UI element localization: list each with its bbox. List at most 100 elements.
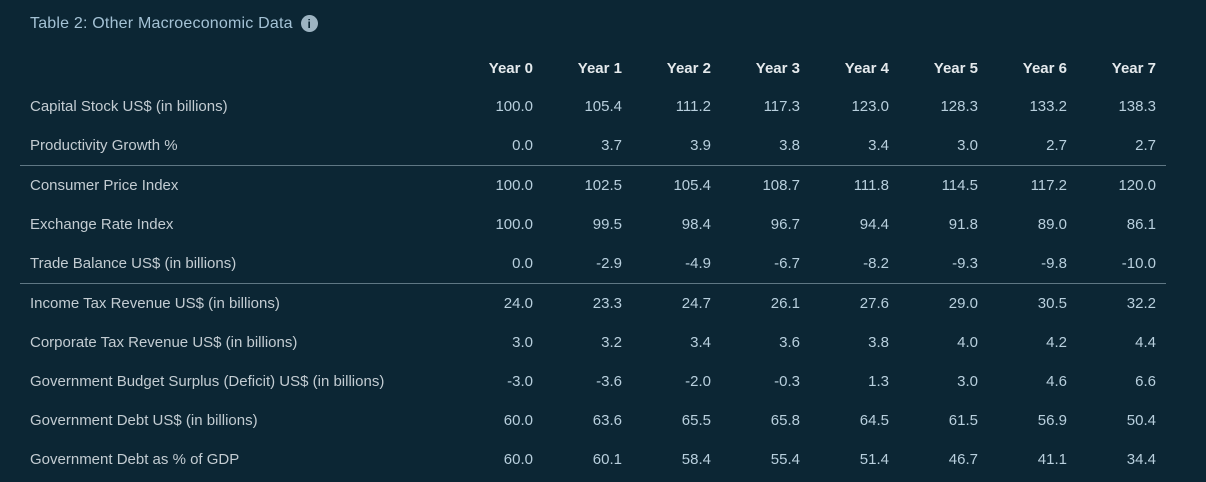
cell-value: 26.1 <box>770 295 800 312</box>
cell-value: 96.7 <box>770 216 800 233</box>
macro-data-table: Year 0 Year 1 Year 2 Year 3 Year 4 Year 5 Year… <box>20 49 1166 479</box>
cell-value: 4.0 <box>957 334 978 351</box>
cell-value: 63.6 <box>592 412 622 429</box>
row-label: Government Budget Surplus (Deficit) US$ … <box>30 373 385 390</box>
table-header-row: Year 0 Year 1 Year 2 Year 3 Year 4 Year 5 Year… <box>20 49 1166 87</box>
table-row: Productivity Growth % 0.0 3.7 3.9 3.8 3.4 3.0 2… <box>20 126 1166 166</box>
cell-value: -2.0 <box>685 373 711 390</box>
cell-value: 94.4 <box>859 216 889 233</box>
cell-value: -3.6 <box>596 373 622 390</box>
cell-value: 102.5 <box>584 177 622 194</box>
cell-value: 32.2 <box>1126 295 1156 312</box>
column-header-year-5: Year 5 <box>933 59 978 77</box>
cell-value: 2.7 <box>988 126 1077 166</box>
cell-value: 60.0 <box>503 451 533 468</box>
cell-value: -2.9 <box>543 244 632 284</box>
panel-title-row: Table 2: Other Macroeconomic Data i <box>0 0 1206 49</box>
table-row: Corporate Tax Revenue US$ (in billions) 3… <box>20 323 1166 362</box>
cell-value: 23.3 <box>592 295 622 312</box>
table-row: Consumer Price Index 100.0 102.5 105.4 108.7… <box>20 166 1166 206</box>
cell-value: -3.0 <box>507 373 533 390</box>
cell-value: -0.3 <box>774 373 800 390</box>
cell-value: -6.7 <box>721 244 810 284</box>
cell-value: -9.3 <box>899 244 988 284</box>
cell-value: 34.4 <box>1126 451 1156 468</box>
table-row: Government Debt as % of GDP 60.0 60.1 58.4 5… <box>20 440 1166 479</box>
cell-value: 111.8 <box>853 177 889 194</box>
cell-value: 3.0 <box>957 373 978 390</box>
cell-value: 128.3 <box>940 98 978 115</box>
cell-value: -4.9 <box>632 244 721 284</box>
row-label-column-header <box>20 49 454 87</box>
column-header-year-1: Year 1 <box>577 59 622 77</box>
row-label: Exchange Rate Index <box>30 216 174 233</box>
cell-value: 24.0 <box>503 295 533 312</box>
cell-value: 6.6 <box>1135 373 1156 390</box>
cell-value: -10.0 <box>1077 244 1166 284</box>
cell-value: 3.9 <box>632 126 721 166</box>
cell-value: 138.3 <box>1118 98 1156 115</box>
cell-value: 3.7 <box>543 126 632 166</box>
cell-value: 98.4 <box>681 216 711 233</box>
table-row: Capital Stock US$ (in billions) 100.0 105.… <box>20 87 1166 126</box>
cell-value: 3.8 <box>868 334 889 351</box>
cell-value: 50.4 <box>1126 412 1156 429</box>
cell-value: 58.4 <box>681 451 711 468</box>
column-header-year-0: Year 0 <box>488 59 533 77</box>
column-header-year-6: Year 6 <box>1022 59 1067 77</box>
cell-value: 4.6 <box>1046 373 1067 390</box>
cell-value: 30.5 <box>1037 295 1067 312</box>
cell-value: 3.4 <box>690 334 711 351</box>
cell-value: 91.8 <box>948 216 978 233</box>
cell-value: 0.0 <box>454 244 543 284</box>
cell-value: 65.5 <box>681 412 711 429</box>
info-circle-icon[interactable]: i <box>300 15 318 32</box>
cell-value: 133.2 <box>1029 98 1067 115</box>
column-header-year-3: Year 3 <box>755 59 800 77</box>
cell-value: 46.7 <box>948 451 978 468</box>
cell-value: 3.0 <box>512 334 533 351</box>
row-label: Capital Stock US$ (in billions) <box>30 98 228 115</box>
cell-value: 111.2 <box>675 98 711 115</box>
column-header-year-7: Year 7 <box>1111 59 1156 77</box>
cell-value: 86.1 <box>1126 216 1156 233</box>
cell-value: 65.8 <box>770 412 800 429</box>
cell-value: 4.4 <box>1135 334 1156 351</box>
cell-value: 100.0 <box>495 216 533 233</box>
table-row: Government Budget Surplus (Deficit) US$ … <box>20 362 1166 401</box>
cell-value: 100.0 <box>495 177 533 194</box>
table-row: Government Debt US$ (in billions) 60.0 63.… <box>20 401 1166 440</box>
cell-value: 3.8 <box>721 126 810 166</box>
cell-value: 4.2 <box>1046 334 1067 351</box>
row-label: Trade Balance US$ (in billions) <box>20 244 454 284</box>
cell-value: 3.2 <box>601 334 622 351</box>
cell-value: 61.5 <box>948 412 978 429</box>
cell-value: 27.6 <box>859 295 889 312</box>
column-header-year-2: Year 2 <box>666 59 711 77</box>
cell-value: 2.7 <box>1077 126 1166 166</box>
cell-value: 60.0 <box>503 412 533 429</box>
row-label: Consumer Price Index <box>30 177 179 194</box>
row-label: Productivity Growth % <box>20 126 454 166</box>
cell-value: -8.2 <box>810 244 899 284</box>
table-row: Income Tax Revenue US$ (in billions) 24.0… <box>20 284 1166 324</box>
row-label: Corporate Tax Revenue US$ (in billions) <box>30 334 298 351</box>
cell-value: 64.5 <box>859 412 889 429</box>
cell-value: 1.3 <box>868 373 889 390</box>
cell-value: 55.4 <box>770 451 800 468</box>
table-row: Trade Balance US$ (in billions) 0.0 -2.9 -4… <box>20 244 1166 284</box>
cell-value: 3.4 <box>810 126 899 166</box>
column-header-year-4: Year 4 <box>844 59 889 77</box>
cell-value: 120.0 <box>1118 177 1156 194</box>
row-label: Income Tax Revenue US$ (in billions) <box>30 295 280 312</box>
cell-value: 51.4 <box>859 451 889 468</box>
cell-value: 0.0 <box>454 126 543 166</box>
cell-value: 60.1 <box>592 451 622 468</box>
row-label: Government Debt US$ (in billions) <box>30 412 258 429</box>
cell-value: 29.0 <box>948 295 978 312</box>
cell-value: 123.0 <box>851 98 889 115</box>
cell-value: 24.7 <box>681 295 711 312</box>
cell-value: 105.4 <box>584 98 622 115</box>
cell-value: 100.0 <box>495 98 533 115</box>
